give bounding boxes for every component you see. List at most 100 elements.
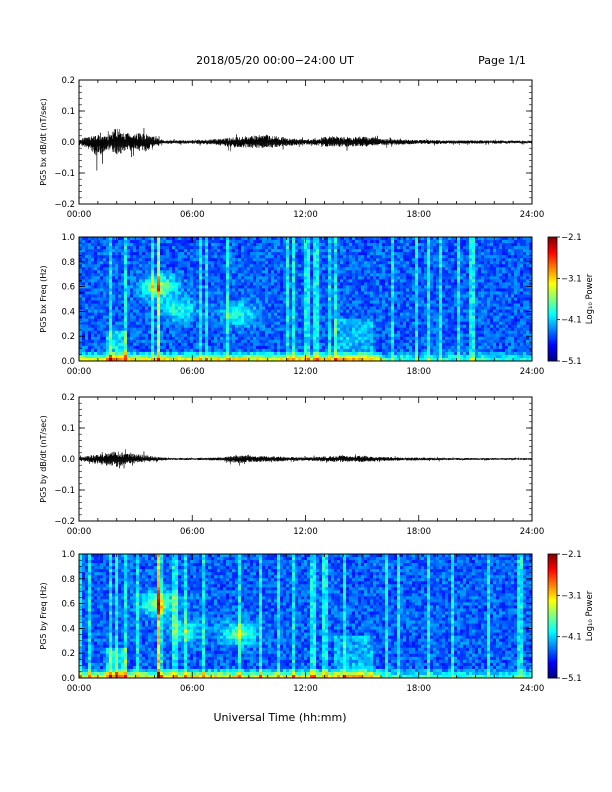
heatmap-cell	[166, 276, 170, 280]
heatmap-cell	[235, 348, 239, 353]
heatmap-cell	[376, 330, 380, 335]
heatmap-cell	[295, 294, 299, 298]
heatmap-cell	[220, 246, 224, 250]
heatmap-cell	[337, 312, 341, 316]
heatmap-cell	[286, 243, 290, 247]
heatmap-cell	[286, 306, 290, 310]
heatmap-cell	[388, 333, 392, 338]
heatmap-cell	[229, 342, 233, 347]
heatmap-cell	[202, 273, 206, 277]
heatmap-cell	[307, 243, 311, 247]
heatmap-cell	[214, 357, 218, 362]
heatmap-cell	[382, 342, 386, 347]
heatmap-cell	[334, 288, 338, 292]
heatmap-cell	[238, 339, 242, 344]
heatmap-cell	[280, 342, 284, 347]
heatmap-cell	[391, 324, 395, 329]
heatmap-cell	[289, 327, 293, 332]
heatmap-cell	[100, 333, 104, 338]
heatmap-cell	[112, 261, 116, 265]
heatmap-cell	[241, 273, 245, 277]
heatmap-cell	[91, 249, 95, 253]
heatmap-cell	[262, 243, 266, 247]
heatmap-cell	[316, 270, 320, 274]
heatmap-cell	[415, 255, 419, 259]
heatmap-cell	[109, 309, 113, 313]
heatmap-cell	[127, 279, 131, 283]
heatmap-cell	[208, 261, 212, 265]
heatmap-cell	[265, 255, 269, 259]
heatmap-cell	[241, 285, 245, 289]
heatmap-cell	[313, 297, 317, 301]
heatmap-cell	[238, 315, 242, 319]
heatmap-cell	[178, 348, 182, 353]
heatmap-cell	[259, 282, 263, 286]
heatmap-cell	[181, 276, 185, 280]
heatmap-cell	[136, 336, 140, 341]
heatmap-cell	[298, 309, 302, 313]
heatmap-cell	[193, 345, 197, 350]
heatmap-cell	[223, 237, 227, 241]
heatmap-cell	[91, 267, 95, 271]
heatmap-cell	[211, 339, 215, 344]
heatmap-cell	[184, 315, 188, 319]
heatmap-cell	[211, 273, 215, 277]
heatmap-cell	[274, 249, 278, 253]
heatmap-cell	[250, 243, 254, 247]
heatmap-cell	[328, 288, 332, 292]
heatmap-cell	[418, 321, 422, 325]
heatmap-cell	[391, 333, 395, 338]
heatmap-cell	[271, 282, 275, 286]
heatmap-cell	[364, 303, 368, 307]
heatmap-cell	[181, 315, 185, 319]
heatmap-cell	[298, 258, 302, 262]
heatmap-cell	[238, 273, 242, 277]
heatmap-cell	[139, 315, 143, 319]
heatmap-cell	[343, 261, 347, 265]
heatmap-cell	[208, 243, 212, 247]
heatmap-cell	[313, 291, 317, 295]
heatmap-cell	[307, 279, 311, 283]
heatmap-cell	[289, 315, 293, 319]
heatmap-cell	[232, 252, 236, 256]
heatmap-cell	[103, 312, 107, 316]
heatmap-cell	[232, 291, 236, 295]
heatmap-cell	[112, 336, 116, 341]
heatmap-cell	[175, 267, 179, 271]
heatmap-cell	[421, 327, 425, 332]
heatmap-cell	[409, 351, 413, 356]
heatmap-cell	[211, 318, 215, 322]
heatmap-cell	[223, 309, 227, 313]
heatmap-cell	[352, 276, 356, 280]
heatmap-cell	[268, 291, 272, 295]
heatmap-cell	[175, 276, 179, 280]
heatmap-cell	[145, 288, 149, 292]
heatmap-cell	[124, 297, 128, 301]
heatmap-cell	[289, 258, 293, 262]
heatmap-cell	[169, 282, 173, 286]
heatmap-cell	[373, 276, 377, 280]
heatmap-cell	[130, 345, 134, 350]
heatmap-cell	[262, 261, 266, 265]
heatmap-cell	[406, 339, 410, 344]
heatmap-cell	[145, 297, 149, 301]
heatmap-cell	[325, 291, 329, 295]
heatmap-cell	[433, 276, 437, 280]
heatmap-cell	[337, 273, 341, 277]
heatmap-cell	[151, 246, 155, 250]
heatmap-cell	[88, 288, 92, 292]
heatmap-cell	[355, 351, 359, 356]
heatmap-cell	[433, 327, 437, 332]
heatmap-cell	[121, 336, 125, 341]
heatmap-cell	[367, 354, 371, 359]
heatmap-cell	[217, 258, 221, 262]
heatmap-cell	[325, 297, 329, 301]
heatmap-cell	[262, 276, 266, 280]
heatmap-cell	[205, 273, 209, 277]
heatmap-cell	[325, 270, 329, 274]
heatmap-cell	[265, 237, 269, 241]
heatmap-cell	[124, 249, 128, 253]
heatmap-cell	[196, 273, 200, 277]
heatmap-cell	[154, 357, 158, 362]
heatmap-cell	[316, 333, 320, 338]
